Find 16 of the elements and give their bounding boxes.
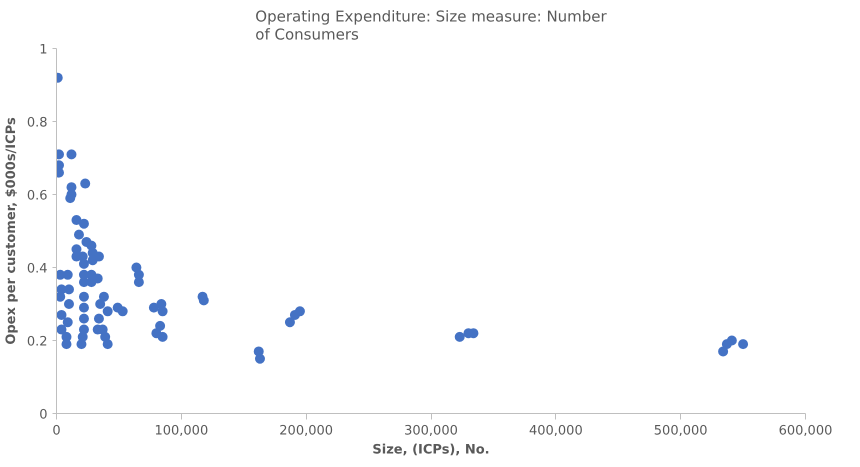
x-tick-label: 300,000 xyxy=(404,424,458,438)
x-tick-label: 100,000 xyxy=(154,424,208,438)
x-tick-label: 0 xyxy=(52,424,61,438)
x-axis-title: Size, (ICPs), No. xyxy=(372,442,490,458)
y-tick-label: 1 xyxy=(39,42,48,58)
y-tick-label: 0.2 xyxy=(26,334,48,350)
x-tick-label: 400,000 xyxy=(528,424,583,438)
x-tick-label: 500,000 xyxy=(654,424,708,438)
chart-title: Operating Expenditure: Size measure: Number of Consumers xyxy=(255,8,608,44)
y-tick-label: 0.6 xyxy=(26,188,48,204)
x-tick-label: 200,000 xyxy=(279,424,334,438)
y-tick-label: 0.4 xyxy=(26,262,48,276)
y-tick-label: 0.8 xyxy=(26,116,48,130)
y-tick-label: 0 xyxy=(39,408,48,422)
x-tick-label: 600,000 xyxy=(778,424,832,438)
y-axis-title: Opex per customer, $000s/ICPs xyxy=(4,117,19,345)
